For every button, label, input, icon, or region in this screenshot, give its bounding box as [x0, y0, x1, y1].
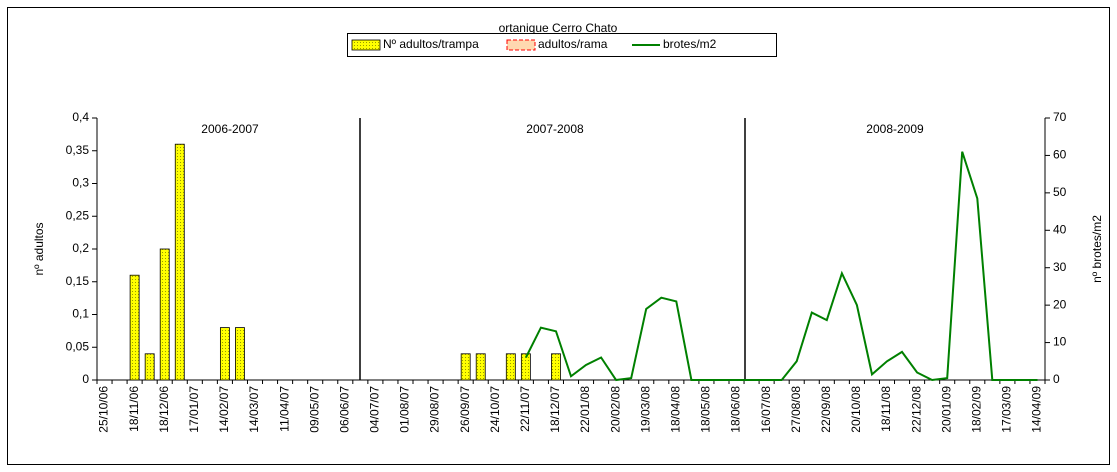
season-label: 2006-2007 — [201, 122, 259, 136]
y2-tick-label: 10 — [1053, 335, 1067, 349]
x-tick-label: 20/10/08 — [849, 386, 863, 433]
y-tick-label: 0,35 — [66, 143, 90, 157]
x-tick-label: 19/03/08 — [638, 386, 652, 433]
y2-tick-label: 70 — [1053, 110, 1067, 124]
x-tick-label: 22/12/08 — [909, 386, 923, 433]
y2-tick-label: 50 — [1053, 185, 1067, 199]
bar — [235, 327, 245, 381]
legend-label: adultos/rama — [538, 37, 608, 51]
bar — [159, 248, 170, 381]
x-tick-label: 25/10/06 — [97, 386, 111, 433]
x-tick-label: 18/12/06 — [157, 386, 171, 433]
x-tick-label: 14/04/09 — [1030, 386, 1044, 433]
bar — [460, 353, 471, 381]
y2-tick-label: 40 — [1053, 222, 1067, 236]
y-tick-label: 0,15 — [66, 274, 90, 288]
legend-label: Nº adultos/trampa — [383, 37, 479, 51]
x-tick-label: 17/01/07 — [187, 386, 201, 433]
x-tick-label: 18/06/08 — [729, 386, 743, 433]
y-axis-label: nº adultos — [32, 222, 46, 275]
y2-tick-label: 60 — [1053, 148, 1067, 162]
y-tick-label: 0,2 — [72, 241, 89, 255]
x-tick-label: 09/05/07 — [307, 386, 321, 433]
y2-tick-label: 30 — [1053, 260, 1067, 274]
bar — [174, 143, 185, 381]
bar — [551, 353, 561, 381]
x-tick-label: 22/11/07 — [518, 386, 532, 432]
y2-axis-label: nº brotes/m2 — [1090, 215, 1104, 283]
x-tick-label: 18/05/08 — [699, 386, 713, 433]
legend-box — [347, 33, 777, 57]
bar — [520, 353, 531, 381]
x-tick-label: 18/02/09 — [969, 386, 983, 433]
y2-tick-label: 0 — [1053, 372, 1060, 386]
bar — [219, 327, 230, 381]
x-tick-label: 14/03/07 — [247, 386, 261, 433]
x-tick-label: 22/09/08 — [819, 386, 833, 433]
bar — [475, 353, 486, 381]
season-label: 2008-2009 — [866, 122, 924, 136]
chart-border — [7, 7, 1110, 465]
x-tick-label: 11/04/07 — [277, 386, 291, 432]
legend-label: brotes/m2 — [663, 37, 717, 51]
x-tick-label: 04/07/07 — [368, 386, 382, 433]
x-tick-label: 18/04/08 — [669, 386, 683, 433]
legend-swatch — [506, 39, 536, 51]
x-tick-label: 18/11/08 — [879, 386, 893, 432]
x-tick-label: 22/01/08 — [578, 386, 592, 433]
y-tick-label: 0 — [82, 372, 89, 386]
x-tick-label: 20/01/09 — [939, 386, 953, 433]
x-tick-label: 20/02/08 — [608, 386, 622, 433]
y-tick-label: 0,4 — [72, 110, 89, 124]
x-tick-label: 24/10/07 — [488, 386, 502, 433]
x-tick-label: 01/08/07 — [398, 386, 412, 433]
x-tick-label: 29/08/07 — [428, 386, 442, 433]
x-tick-label: 16/07/08 — [759, 386, 773, 433]
bar — [505, 353, 516, 381]
x-tick-label: 27/08/08 — [789, 386, 803, 433]
x-tick-label: 17/03/09 — [1000, 386, 1014, 433]
y-tick-label: 0,25 — [66, 208, 90, 222]
y-tick-label: 0,1 — [72, 307, 89, 321]
season-label: 2007-2008 — [526, 122, 584, 136]
y-tick-label: 0,05 — [66, 339, 90, 353]
y2-tick-label: 20 — [1053, 297, 1067, 311]
x-tick-label: 18/11/06 — [127, 386, 141, 432]
y-tick-label: 0,3 — [72, 176, 89, 190]
x-tick-label: 06/06/07 — [337, 386, 351, 433]
bar — [129, 274, 140, 381]
x-tick-label: 14/02/07 — [217, 386, 231, 433]
x-tick-label: 18/12/07 — [548, 386, 562, 433]
x-tick-label: 26/09/07 — [458, 386, 472, 433]
bar — [144, 353, 155, 381]
legend-swatch — [351, 39, 381, 51]
line-series — [525, 151, 1038, 382]
chart-title: ortanique Cerro Chato — [499, 21, 618, 35]
